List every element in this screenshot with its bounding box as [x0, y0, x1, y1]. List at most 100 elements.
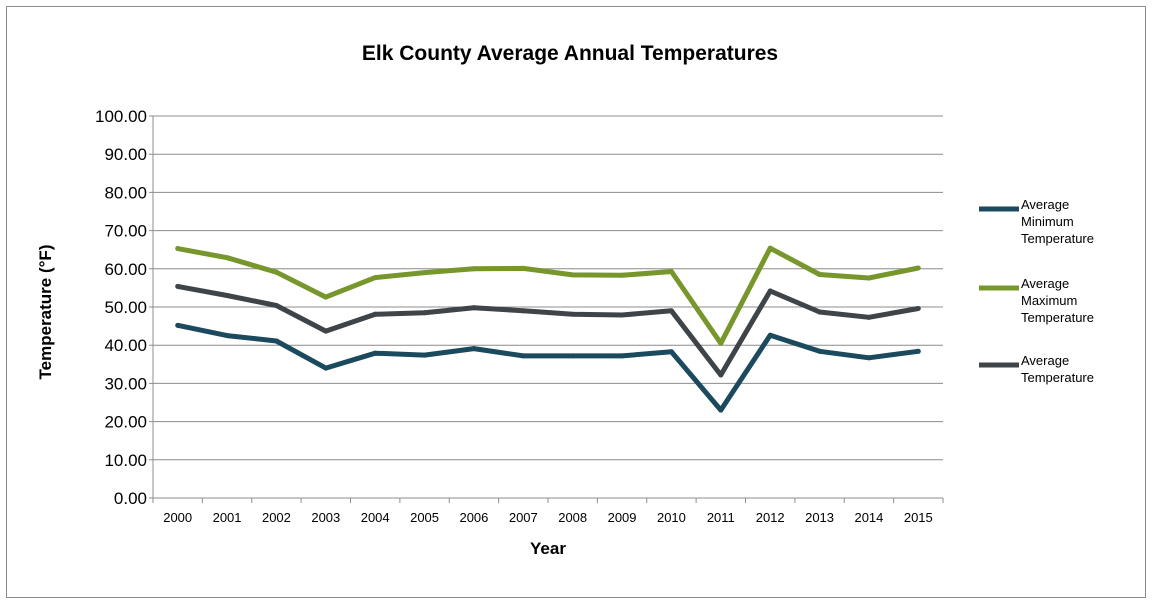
data-point	[718, 407, 724, 413]
y-tick-label: 40.00	[104, 336, 147, 355]
data-point	[866, 314, 872, 320]
series-lines	[175, 245, 921, 413]
x-tick-label: 2015	[904, 510, 933, 525]
data-point	[175, 322, 181, 328]
x-tick-label: 2014	[854, 510, 883, 525]
legend-label: Temperature	[1021, 310, 1094, 325]
data-point	[668, 349, 674, 355]
axes	[152, 116, 944, 503]
y-tick-label: 90.00	[104, 145, 147, 164]
chart-title: Elk County Average Annual Temperatures	[362, 42, 778, 65]
data-point	[817, 309, 823, 315]
series-line-1	[177, 322, 919, 413]
data-point	[224, 255, 230, 261]
data-point	[718, 372, 724, 378]
y-axis-tick-labels: 0.00 10.00 20.00 30.00 40.00 50.00 60.00 70.00 8…	[95, 107, 147, 508]
y-tick-label: 30.00	[104, 374, 147, 393]
data-point	[520, 308, 526, 314]
data-point	[422, 310, 428, 316]
y-tick-label: 70.00	[104, 222, 147, 241]
series-line-2	[177, 245, 919, 346]
x-tick-label: 2002	[262, 510, 291, 525]
data-point	[866, 275, 872, 281]
data-point	[520, 353, 526, 359]
x-tick-label: 2012	[756, 510, 785, 525]
legend-label: Temperature	[1021, 231, 1094, 246]
data-point	[422, 352, 428, 358]
data-point	[767, 288, 773, 294]
data-point	[323, 365, 329, 371]
data-point	[422, 270, 428, 276]
x-tick-label: 2000	[163, 510, 192, 525]
data-point	[273, 302, 279, 308]
data-point	[224, 293, 230, 299]
legend-label: Average	[1021, 197, 1069, 212]
x-tick-label: 2003	[311, 510, 340, 525]
data-point	[619, 312, 625, 318]
data-point	[273, 269, 279, 275]
x-tick-label: 2004	[361, 510, 390, 525]
legend-item: Average Maximum Temperature	[979, 276, 1094, 325]
data-point	[915, 265, 921, 271]
data-point	[471, 305, 477, 311]
data-point	[175, 246, 181, 252]
data-point	[767, 332, 773, 338]
x-tick-label: 2001	[213, 510, 242, 525]
data-point	[718, 340, 724, 346]
y-tick-label: 0.00	[114, 489, 147, 508]
x-tick-label: 2008	[558, 510, 587, 525]
data-point	[323, 328, 329, 334]
x-tick-label: 2011	[707, 510, 735, 525]
series-line-3	[177, 283, 919, 378]
legend: Average Minimum Temperature Average Maximum T…	[979, 197, 1094, 385]
data-point	[570, 311, 576, 317]
data-point	[372, 350, 378, 356]
y-tick-label: 50.00	[104, 298, 147, 317]
data-point	[372, 275, 378, 281]
data-point	[866, 355, 872, 361]
data-point	[767, 245, 773, 251]
legend-label: Maximum	[1021, 293, 1077, 308]
y-tick-label: 20.00	[104, 413, 147, 432]
data-point	[372, 311, 378, 317]
data-point	[323, 294, 329, 300]
x-tick-label: 2009	[608, 510, 637, 525]
legend-label: Average	[1021, 276, 1069, 291]
data-point	[915, 348, 921, 354]
line-chart: Elk County Average Annual Temperatures 0…	[36, 42, 1094, 558]
y-tick-label: 60.00	[104, 260, 147, 279]
legend-label: Minimum	[1021, 214, 1074, 229]
legend-label: Average	[1021, 353, 1069, 368]
data-point	[570, 272, 576, 278]
legend-label: Temperature	[1021, 370, 1094, 385]
data-point	[668, 268, 674, 274]
x-tick-label: 2010	[657, 510, 686, 525]
data-point	[175, 283, 181, 289]
y-tick-label: 10.00	[104, 451, 147, 470]
data-point	[668, 308, 674, 314]
gridlines	[149, 115, 943, 499]
data-point	[273, 338, 279, 344]
x-tick-label: 2006	[459, 510, 488, 525]
x-axis-title: Year	[530, 539, 566, 558]
x-axis-tick-labels: 2000 2001 2002 2003 2004 2005 2006 2007 2008 2009…	[163, 510, 933, 525]
data-point	[471, 346, 477, 352]
data-point	[619, 353, 625, 359]
data-point	[817, 348, 823, 354]
data-point	[817, 272, 823, 278]
data-point	[224, 333, 230, 339]
x-tick-label: 2007	[509, 510, 538, 525]
data-point	[619, 272, 625, 278]
legend-item: Average Temperature	[979, 353, 1094, 385]
data-point	[915, 306, 921, 312]
data-point	[471, 266, 477, 272]
x-tick-label: 2013	[805, 510, 834, 525]
chart-area: Elk County Average Annual Temperatures 0…	[6, 6, 1146, 598]
data-point	[570, 353, 576, 359]
data-point	[520, 265, 526, 271]
legend-item: Average Minimum Temperature	[979, 197, 1094, 246]
y-axis-title: Temperature (°F)	[36, 245, 55, 380]
y-tick-label: 80.00	[104, 183, 147, 202]
x-tick-label: 2005	[410, 510, 439, 525]
y-tick-label: 100.00	[95, 107, 147, 126]
